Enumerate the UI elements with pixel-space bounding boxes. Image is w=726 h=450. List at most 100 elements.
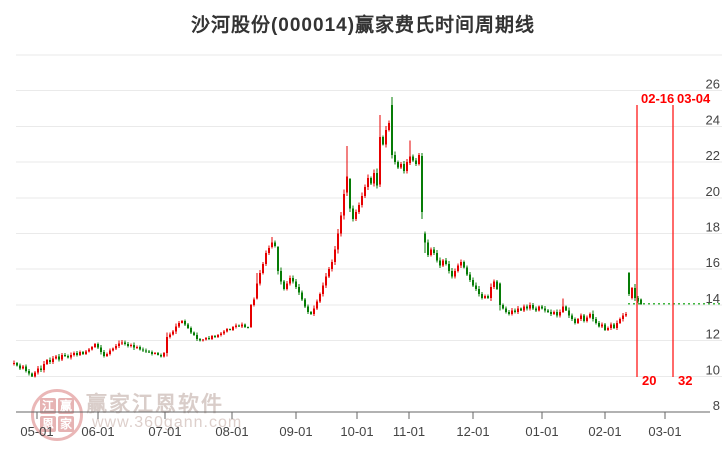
x-axis-label: 05-01: [20, 424, 53, 439]
candle-body: [352, 208, 354, 220]
candle-body: [514, 310, 516, 313]
candle-body: [541, 306, 543, 309]
candle-body: [631, 287, 633, 298]
candle-body: [247, 327, 249, 329]
candle-body: [478, 288, 480, 295]
candle-body: [19, 365, 21, 369]
candle-body: [511, 310, 513, 314]
candle-body: [181, 320, 183, 323]
candle-body: [616, 322, 618, 329]
fib-time-lines: 02-16 20 03-04 32: [636, 91, 711, 388]
x-axis: 05-01 06-01 07-01 08-01 09-01 10-01 11-01 12-01…: [16, 411, 710, 439]
candle-body: [472, 279, 474, 286]
candle-body: [109, 350, 111, 354]
candle-body: [613, 324, 615, 329]
candle-body: [436, 253, 438, 261]
candle-body: [529, 304, 531, 309]
candle-body: [28, 370, 30, 374]
candle-body: [208, 337, 210, 339]
candle-body: [334, 249, 336, 263]
candle-body: [595, 319, 597, 323]
candle-body: [16, 362, 18, 366]
candle-body: [157, 353, 159, 355]
y-axis-label: 10: [706, 362, 720, 377]
candle-body: [307, 306, 309, 313]
candle-body: [601, 324, 603, 327]
candle-body: [415, 160, 417, 164]
candle-body: [88, 349, 90, 352]
x-axis-label: 03-01: [648, 424, 681, 439]
candle-body: [586, 317, 588, 321]
candle-body: [463, 262, 465, 268]
candle-body: [580, 315, 582, 320]
candle-body: [43, 363, 45, 371]
candle-body: [370, 178, 372, 184]
candle-body: [121, 342, 123, 344]
y-axis: 26 24 22 20 18 16 14 12 10 8: [706, 77, 720, 413]
candle-body: [280, 270, 282, 282]
candle-body: [508, 312, 510, 314]
candle-body: [583, 315, 585, 321]
candle-body: [400, 163, 402, 168]
candle-body: [556, 312, 558, 316]
candle-body: [223, 331, 225, 334]
candle-body: [139, 346, 141, 350]
candle-body: [148, 351, 150, 353]
candle-body: [304, 299, 306, 307]
candle-body: [151, 352, 153, 354]
candle-body: [214, 336, 216, 338]
candle-body: [31, 373, 33, 377]
candle-body: [367, 178, 369, 188]
candle-body: [397, 162, 399, 168]
candle-body: [298, 287, 300, 293]
candle-body: [211, 336, 213, 339]
candle-body: [571, 315, 573, 320]
candle-body: [346, 176, 348, 193]
candle-body: [265, 253, 267, 264]
candle-body: [328, 269, 330, 277]
candle-body: [532, 304, 534, 309]
candle-body: [496, 281, 498, 289]
candle-body: [520, 308, 522, 311]
candle-body: [67, 355, 69, 358]
candle-body: [499, 283, 501, 305]
candle-body: [409, 156, 411, 163]
candle-body: [382, 137, 384, 145]
candle-body: [637, 297, 639, 302]
candle-body: [232, 327, 234, 330]
candle-body: [424, 233, 426, 243]
candle-body: [481, 294, 483, 298]
candle-body: [412, 156, 414, 161]
candle-body: [22, 366, 24, 369]
candle-body: [154, 353, 156, 355]
candle-body: [160, 354, 162, 357]
candle-body: [460, 262, 462, 266]
candle-body: [502, 304, 504, 309]
candle-body: [376, 172, 378, 186]
candle-body: [589, 313, 591, 318]
candle-body: [244, 324, 246, 328]
candle-body: [40, 368, 42, 371]
candle-body: [313, 308, 315, 314]
candle-body: [574, 319, 576, 323]
candles: [13, 96, 642, 378]
candle-body: [316, 301, 318, 309]
candle-body: [628, 272, 630, 295]
candle-body: [364, 187, 366, 197]
candle-body: [61, 354, 63, 360]
candle-body: [250, 304, 252, 328]
y-axis-label: 12: [706, 327, 720, 342]
candle-body: [286, 283, 288, 289]
fib-count-label: 20: [642, 373, 656, 388]
candle-body: [448, 263, 450, 271]
candle-body: [274, 242, 276, 246]
candle-body: [475, 285, 477, 289]
candle-body: [457, 265, 459, 271]
candle-body: [73, 353, 75, 355]
candle-body: [262, 263, 264, 273]
candle-body: [598, 322, 600, 327]
candle-body: [295, 281, 297, 288]
candle-body: [79, 352, 81, 355]
candle-body: [103, 352, 105, 356]
